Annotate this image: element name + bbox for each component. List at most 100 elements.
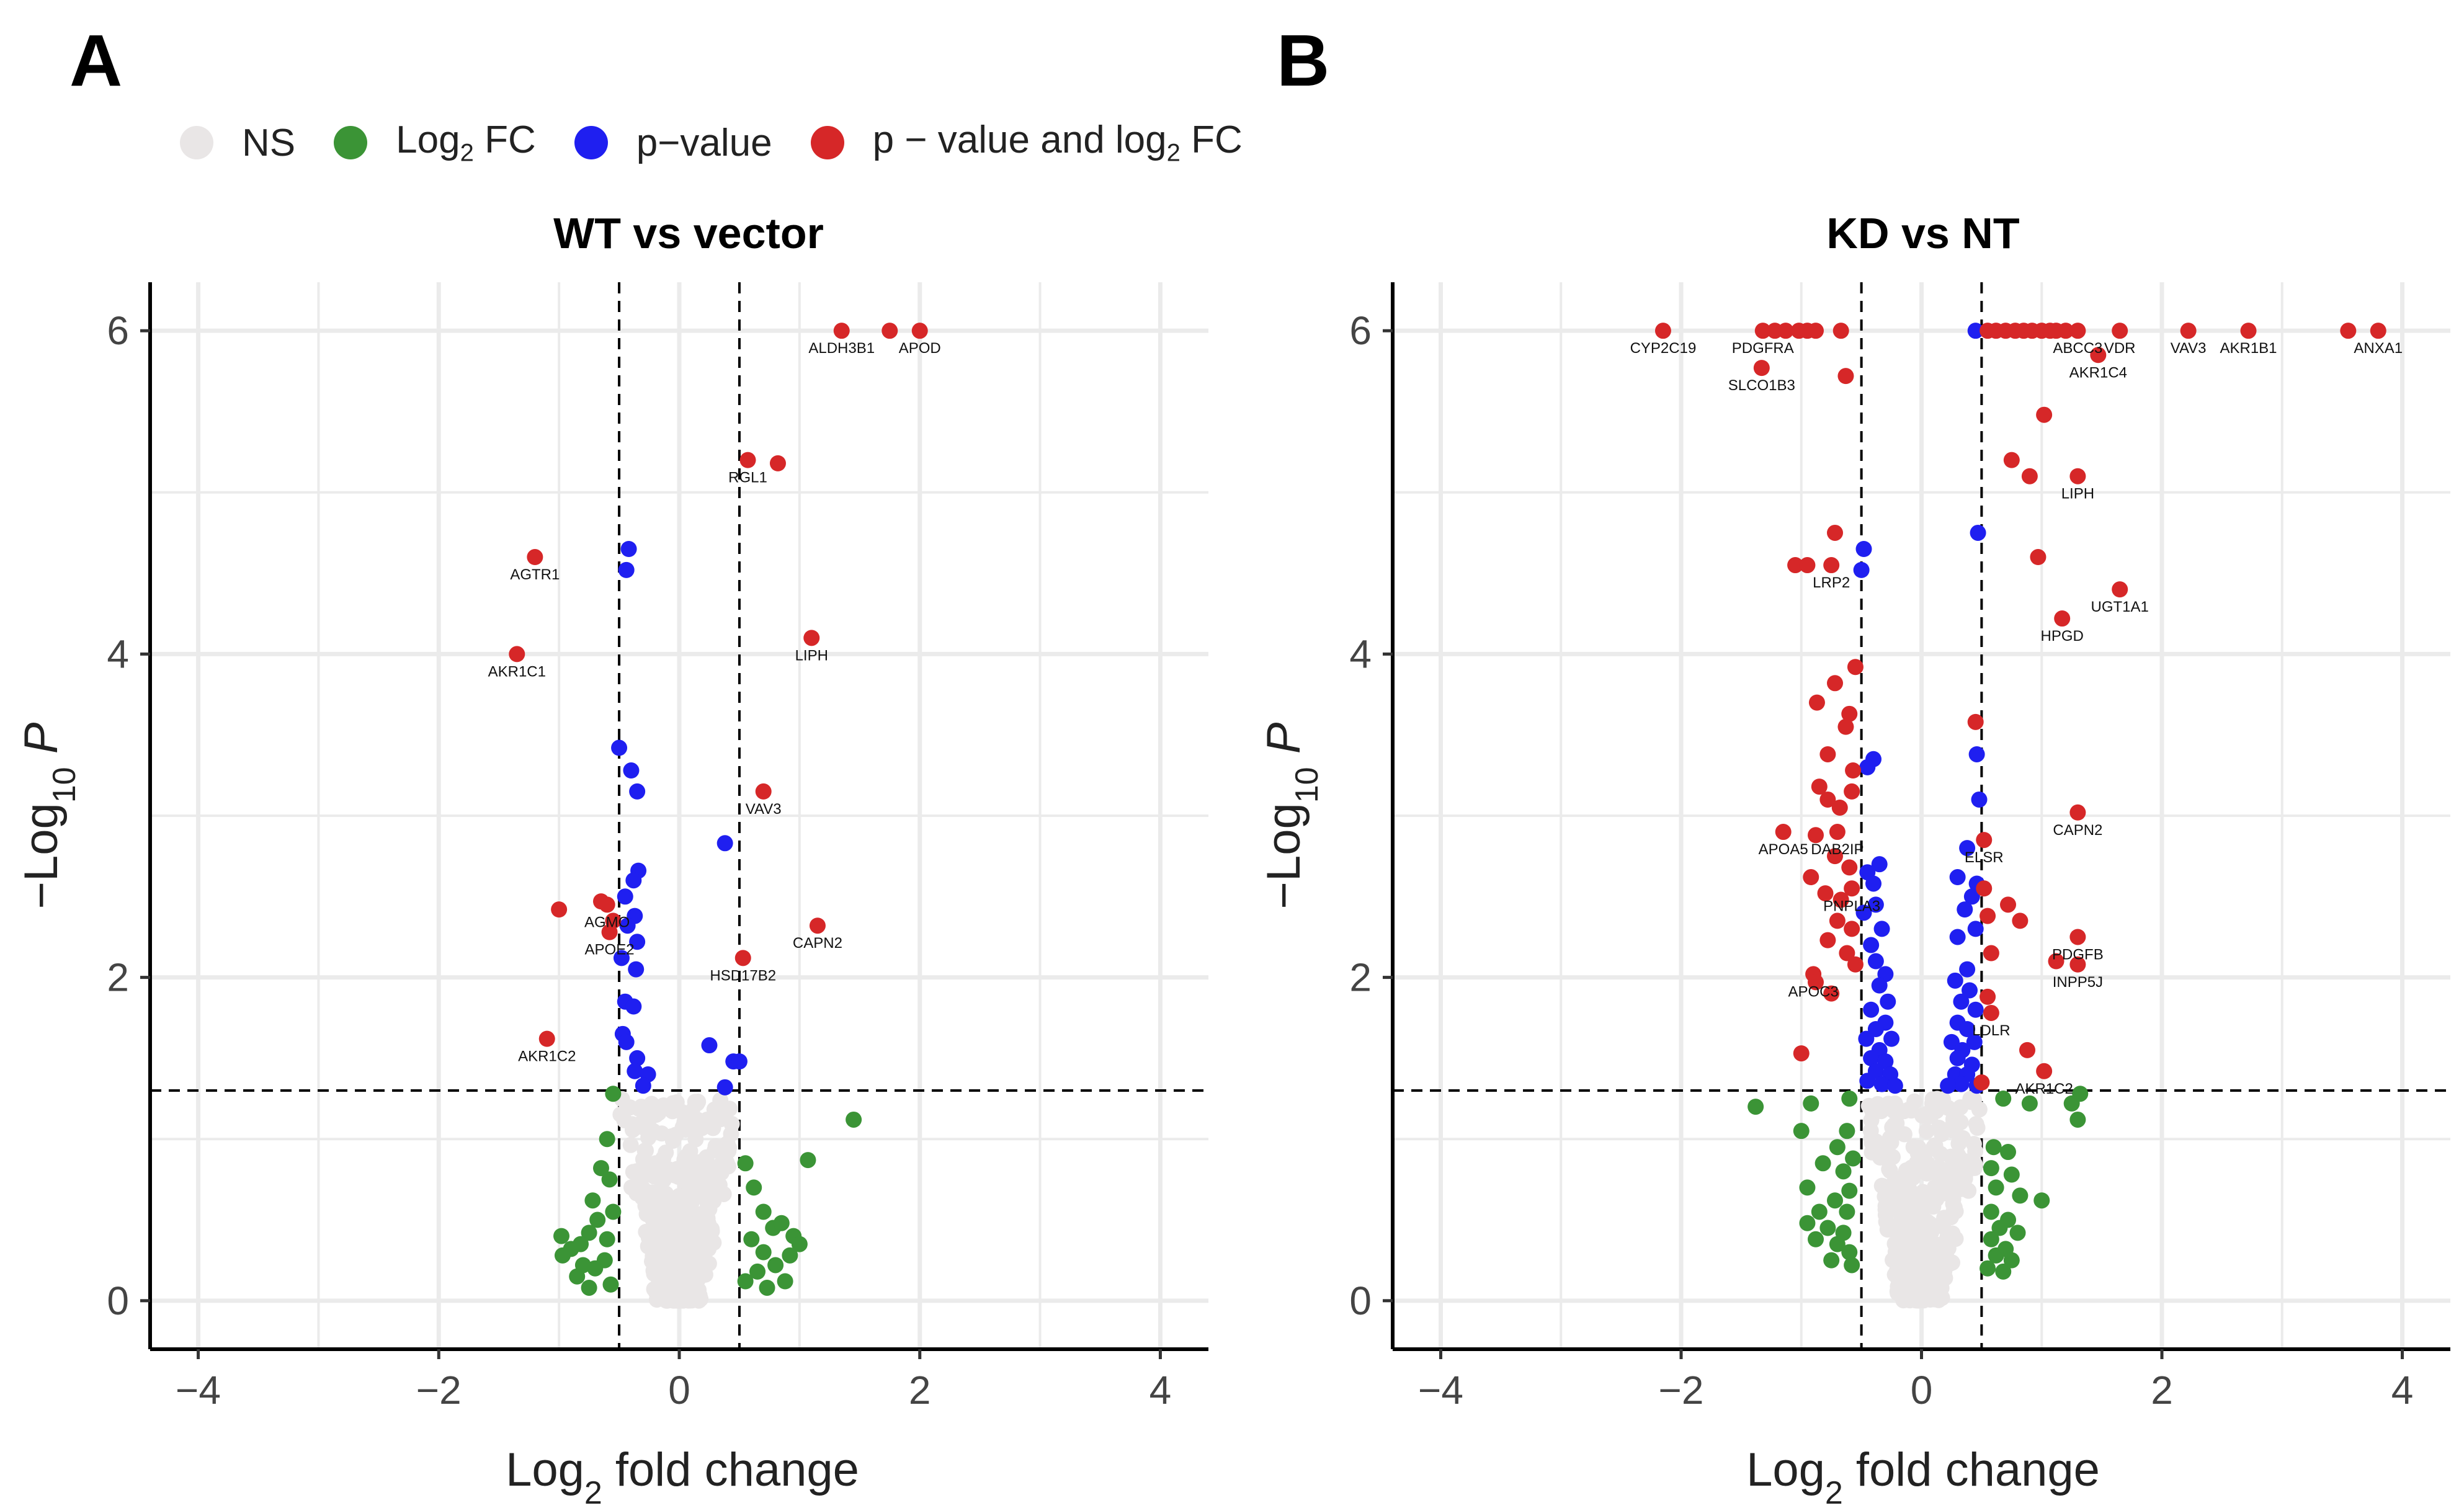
gene-label: ALDH3B1 [808,340,875,357]
fc-point [791,1236,808,1252]
gene-label: PDGFRA [1732,340,1794,357]
pvalue-point [1863,1050,1880,1066]
gene-label: APOE2 [585,942,635,958]
fc-point [596,1252,613,1269]
fc-point [846,1111,862,1128]
ns-point [1969,1120,1986,1136]
gene-label: ELSR [1965,849,2004,866]
ns-point [1928,1236,1945,1253]
sig-point [803,630,820,646]
fc-point [1799,1215,1816,1231]
ns-point [686,1282,703,1299]
ns-point [1950,1114,1967,1131]
fc-point [1823,1252,1840,1269]
y-tick-label: 2 [107,955,129,1000]
fc-point [1829,1236,1846,1252]
fc-point [605,1203,622,1220]
x-axis-title: Log2 fold change [1746,1443,2100,1508]
legend-fc-label: Log2 FC [396,118,536,167]
gene-label: LRP2 [1813,574,1850,591]
y-tick-label: 4 [1349,631,1372,676]
gene-label: CAPN2 [2053,822,2102,839]
pvalue-point [618,561,635,578]
sig-point [1775,824,1792,841]
sig-point [1819,746,1836,762]
ns-point [697,1266,713,1283]
gene-label: AGMO [584,914,630,930]
ns-point [1892,1219,1909,1236]
fc-point [1803,1095,1819,1112]
pvalue-point [611,739,628,756]
pvalue-point [716,835,733,852]
pvalue-point [623,762,640,779]
pvalue-point [618,1033,635,1050]
ns-point [1930,1166,1947,1183]
legend-p-marker [574,126,608,159]
x-tick-label: 2 [909,1368,931,1412]
ns-point [1919,1257,1936,1274]
gene-label: VAV3 [746,801,782,818]
gene-label: LIPH [795,647,828,664]
fc-point [1841,1091,1858,1107]
y-tick-label: 6 [107,308,129,353]
sig-point [1980,988,1996,1005]
fc-point [2021,1095,2038,1112]
gene-label: AKR1B1 [2220,340,2277,357]
sig-point [2021,468,2038,484]
sig-point [2012,912,2029,929]
ns-point [699,1111,715,1128]
sig-point [2003,452,2020,468]
ns-point [1955,1130,1971,1146]
sig-point [2090,347,2107,364]
fc-point [1988,1247,2004,1264]
sig-point [1777,323,1794,339]
ns-point [645,1248,661,1265]
legend-item-p: p−value [574,121,772,165]
sig-point [2340,323,2357,339]
sig-point [809,917,826,934]
pvalue-point [628,961,645,978]
pvalue-point [617,888,633,905]
ns-point [689,1095,705,1112]
x-tick-label: 0 [1911,1368,1933,1412]
sig-point [1819,791,1836,808]
ns-point [635,1117,651,1133]
ns-point [1862,1122,1879,1139]
sig-point [551,901,568,918]
ns-point [1908,1154,1925,1171]
gene-label: ANXA1 [2354,340,2403,357]
gene-label: PDGFB [2052,946,2104,963]
sig-point [1980,908,1996,924]
x-axis-title: Log2 fold change [506,1443,859,1508]
x-tick-label: −2 [416,1368,462,1412]
pvalue-point [1970,524,1986,541]
ns-point [1925,1218,1942,1234]
sig-point [1837,718,1854,735]
fc-point [746,1179,762,1196]
fc-point [1829,1139,1846,1156]
sig-point [1823,557,1840,574]
sig-point [1967,713,1984,730]
chart-panel-a: ALDH3B1 APOD RGL1 AGTR1 LIPH AKR1C1 VAV3 AGMO AP… [15,209,1208,1508]
sig-point [509,646,525,663]
x-tick-label: 0 [668,1368,690,1412]
pvalue-point [1873,921,1890,937]
fc-point [2009,1225,2026,1241]
fc-point [777,1273,793,1290]
ns-point [1934,1123,1950,1140]
sig-point [2054,610,2071,627]
pvalue-point [1966,1033,1983,1050]
sig-point [1793,1045,1810,1062]
ns-point [672,1255,689,1272]
x-tick-label: 4 [2391,1368,2414,1412]
gene-label: HSD17B2 [710,967,776,984]
fc-point [1827,1192,1843,1209]
fc-point [599,1131,615,1148]
gene-label: AKR1C2 [518,1048,576,1065]
pvalue-point [1858,1030,1875,1047]
fc-point [584,1192,601,1209]
fc-point [601,1171,618,1188]
pvalue-point [629,783,646,800]
ns-point [667,1271,684,1288]
y-axis-title: −Log10 P [1257,722,1325,909]
